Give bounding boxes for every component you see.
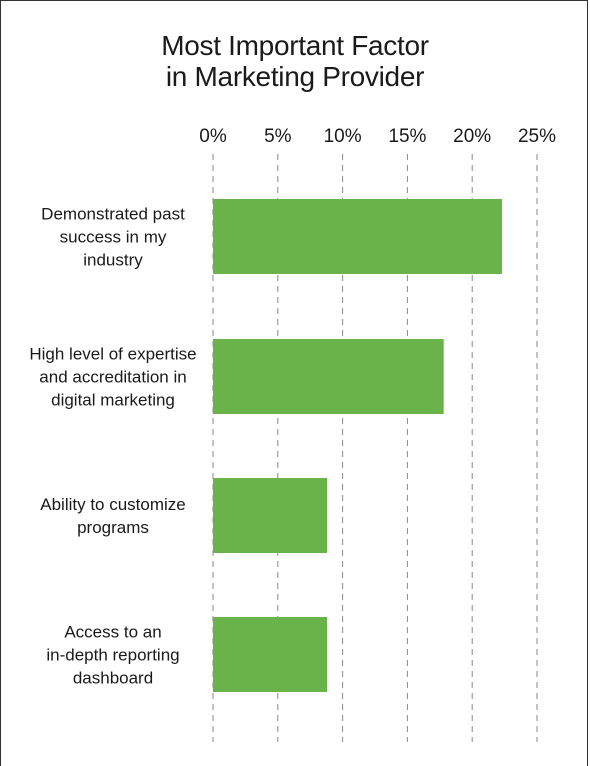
category-label: Access to an — [64, 623, 161, 642]
bar — [213, 199, 503, 274]
bar — [213, 617, 328, 692]
tick-label: 10% — [324, 126, 362, 147]
category-label: High level of expertise — [29, 345, 196, 364]
category-label: Demonstrated past — [41, 205, 185, 224]
tick-label: 5% — [264, 126, 292, 147]
category-label: programs — [77, 518, 149, 537]
bar — [213, 339, 444, 414]
chart-title-line-2: in Marketing Provider — [165, 61, 425, 92]
category-labels: Demonstrated past success in my industry Hi… — [29, 205, 196, 688]
category-label: and accreditation in — [39, 368, 186, 387]
bars — [213, 199, 503, 692]
chart-title: Most Important Factor in Marketing Provi… — [0, 30, 590, 92]
category-label: dashboard — [73, 669, 153, 688]
category-label: in-depth reporting — [46, 646, 179, 665]
tick-label: 20% — [453, 126, 491, 147]
tick-label: 0% — [199, 126, 227, 147]
tick-label: 15% — [388, 126, 426, 147]
chart-title-line-1: Most Important Factor — [161, 30, 429, 61]
category-label: industry — [83, 251, 143, 270]
bar — [213, 478, 328, 553]
category-label: digital marketing — [51, 391, 175, 410]
category-label: Ability to customize — [40, 495, 186, 514]
tick-label: 25% — [518, 126, 556, 147]
category-label: success in my — [60, 228, 167, 247]
x-axis-ticks: 0% 5% 10% 15% 20% 25% — [199, 126, 556, 147]
